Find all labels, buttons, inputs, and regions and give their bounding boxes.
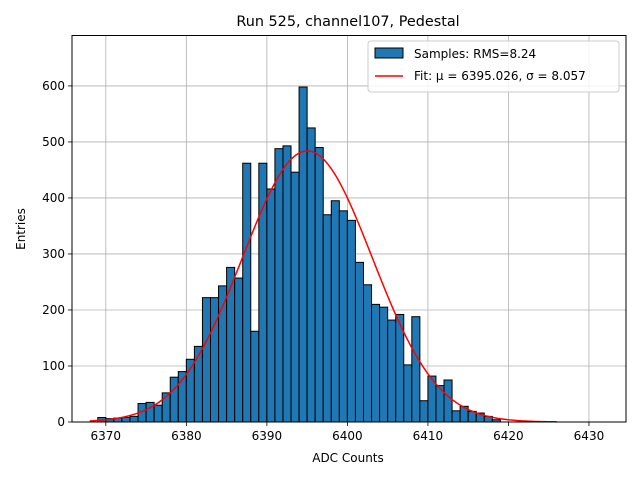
x-axis-label: ADC Counts: [312, 451, 384, 465]
histogram-bar: [290, 171, 300, 423]
histogram-bar: [322, 214, 332, 423]
x-tick-label: 6400: [332, 429, 363, 443]
legend: Samples: RMS=8.24 Fit: μ = 6395.026, σ =…: [367, 40, 620, 93]
histogram-bar: [226, 266, 236, 423]
y-tick-label: 600: [42, 79, 65, 93]
y-axis-label: Entries: [14, 208, 28, 250]
legend-swatch-histogram: [374, 47, 404, 59]
y-tick-label: 0: [57, 415, 65, 429]
histogram-bar: [411, 316, 421, 423]
x-tick-label: 6380: [171, 429, 202, 443]
histogram-bar: [274, 148, 284, 423]
histogram-bar: [387, 319, 397, 423]
axes-frame: [71, 35, 627, 423]
histogram-bar: [419, 400, 429, 423]
y-axis-ticks: 0 100 200 300 400 500 600: [42, 79, 72, 429]
histogram-bar: [153, 404, 163, 423]
histogram-bar: [362, 284, 373, 423]
histogram-bar: [306, 127, 316, 423]
x-tick-label: 6430: [574, 429, 605, 443]
fit-curve-layer: [89, 150, 557, 423]
histogram-bar: [371, 303, 381, 423]
chart-title: Run 525, channel107, Pedestal: [236, 14, 459, 30]
y-tick-label: 500: [42, 135, 65, 149]
histogram-bar: [129, 415, 139, 423]
legend-label-histogram: Samples: RMS=8.24: [414, 47, 536, 61]
histogram-bar: [379, 306, 389, 423]
legend-label-fit: Fit: μ = 6395.026, σ = 8.057: [414, 69, 586, 83]
histogram-bar: [443, 379, 453, 423]
x-tick-label: 6420: [493, 429, 524, 443]
y-tick-label: 400: [42, 191, 65, 205]
y-tick-label: 300: [42, 247, 65, 261]
x-tick-label: 6370: [91, 429, 122, 443]
histogram-bar: [242, 162, 252, 423]
fit-curve: [89, 150, 557, 423]
x-tick-label: 6410: [413, 429, 444, 443]
histogram-bar: [346, 219, 356, 423]
x-tick-label: 6390: [252, 429, 283, 443]
y-tick-label: 100: [42, 359, 65, 373]
histogram-bar: [201, 297, 212, 423]
legend-box: [367, 40, 620, 93]
histogram-bar: [354, 261, 364, 423]
histogram-bar: [250, 330, 260, 423]
histogram-bar: [210, 297, 220, 423]
histogram-bar: [234, 277, 244, 423]
histogram-bar: [451, 410, 461, 423]
histogram-bar: [338, 210, 348, 423]
histogram-bar: [330, 200, 340, 423]
histogram-bar: [403, 364, 413, 423]
histogram-bar: [121, 417, 131, 423]
histogram-bar: [169, 376, 179, 423]
histogram-bar: [266, 188, 276, 423]
histogram-bar: [298, 86, 308, 423]
histogram-bar: [193, 345, 203, 423]
y-tick-label: 200: [42, 303, 65, 317]
histogram-bar: [282, 145, 292, 423]
x-axis-ticks: 6370 6380 6390 6400 6410 6420 6430: [91, 422, 605, 443]
histogram-bar: [314, 147, 324, 423]
